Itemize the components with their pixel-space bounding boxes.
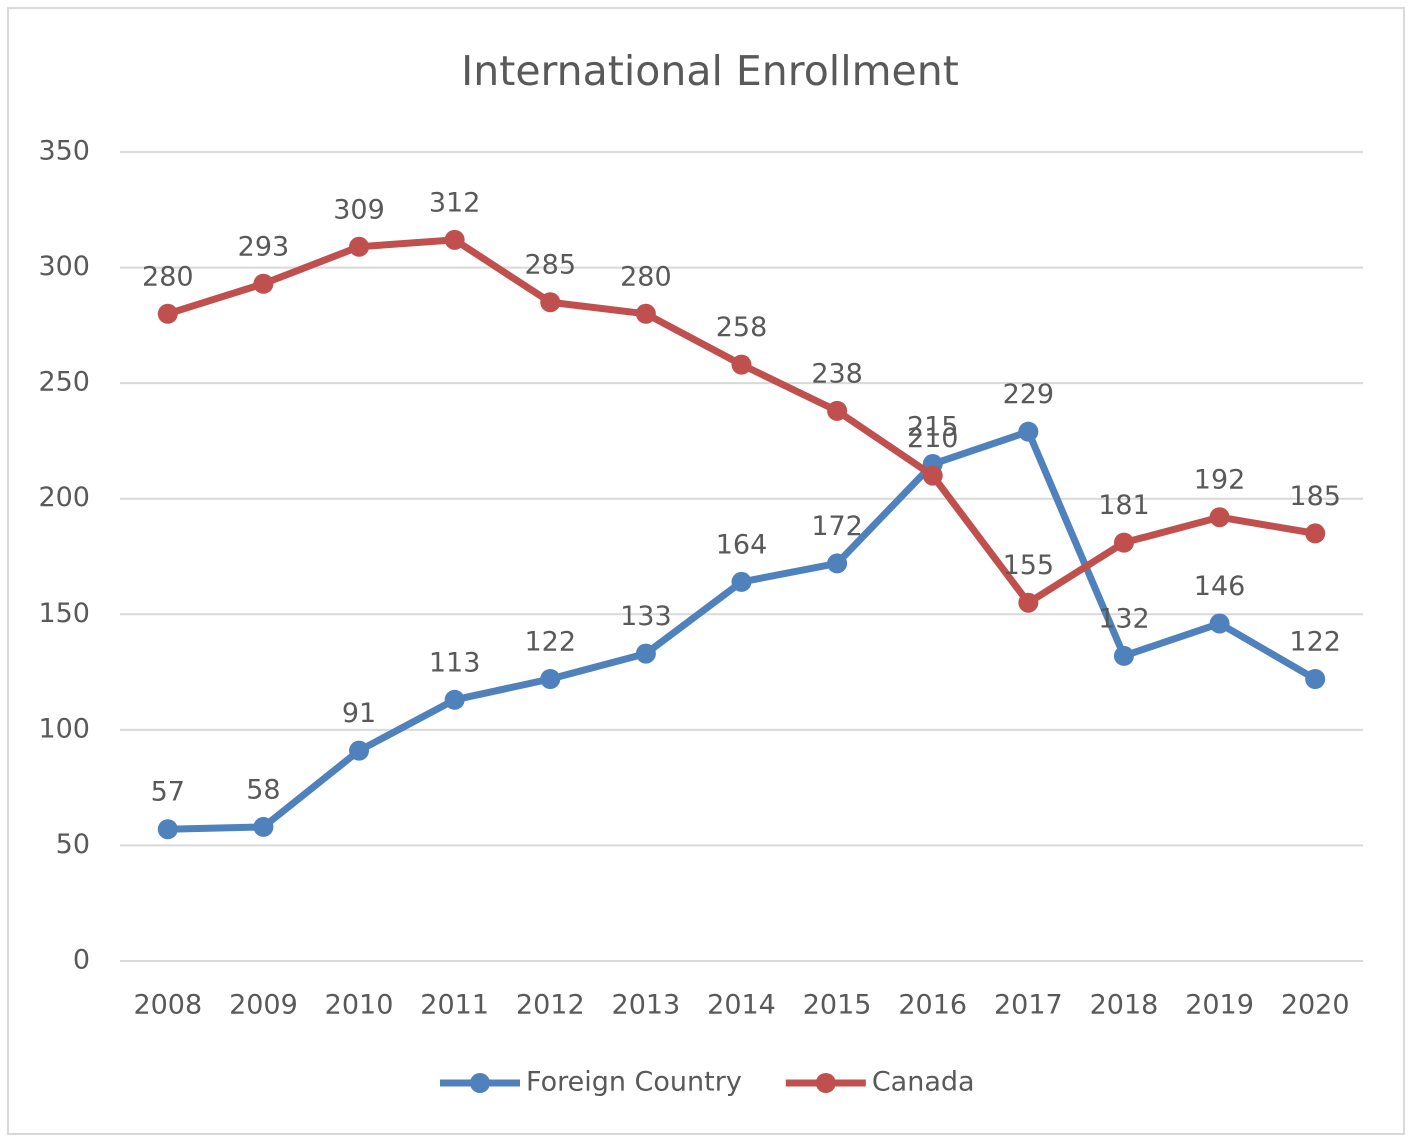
y-tick-label: 150 bbox=[38, 598, 90, 629]
data-label: 164 bbox=[716, 529, 768, 560]
legend-marker bbox=[470, 1073, 490, 1093]
point bbox=[922, 465, 943, 486]
data-label: 155 bbox=[1003, 550, 1055, 581]
data-label: 185 bbox=[1289, 481, 1341, 512]
data-label: 91 bbox=[342, 698, 376, 729]
legend-label: Foreign Country bbox=[526, 1067, 742, 1098]
y-tick-label: 250 bbox=[38, 367, 90, 398]
y-tick-label: 350 bbox=[38, 136, 90, 167]
data-label: 192 bbox=[1194, 465, 1246, 496]
x-tick-label: 2016 bbox=[898, 990, 967, 1021]
point bbox=[731, 354, 752, 375]
data-label: 172 bbox=[811, 511, 863, 542]
data-label: 122 bbox=[1289, 627, 1341, 658]
legend-marker bbox=[815, 1073, 836, 1093]
data-label: 210 bbox=[907, 423, 959, 454]
data-label: 57 bbox=[151, 777, 185, 808]
point bbox=[444, 229, 465, 250]
data-label: 285 bbox=[524, 250, 576, 281]
data-label: 258 bbox=[716, 312, 768, 343]
x-tick-label: 2009 bbox=[229, 990, 298, 1021]
point bbox=[349, 236, 370, 257]
x-tick-label: 2010 bbox=[325, 990, 394, 1021]
x-tick-label: 2019 bbox=[1185, 990, 1254, 1021]
point bbox=[349, 740, 370, 761]
point bbox=[540, 669, 561, 690]
point bbox=[1305, 523, 1326, 544]
point bbox=[827, 553, 848, 574]
point bbox=[540, 292, 561, 313]
x-tick-label: 2015 bbox=[803, 990, 872, 1021]
point bbox=[1113, 645, 1134, 666]
data-label: 146 bbox=[1194, 571, 1246, 602]
data-label: 280 bbox=[142, 261, 194, 292]
point bbox=[1209, 507, 1230, 528]
data-label: 293 bbox=[238, 231, 290, 262]
y-tick-label: 0 bbox=[73, 945, 90, 976]
data-label: 280 bbox=[620, 261, 672, 292]
point bbox=[1018, 421, 1039, 442]
x-tick-label: 2017 bbox=[994, 990, 1063, 1021]
point bbox=[253, 273, 274, 294]
x-tick-label: 2008 bbox=[133, 990, 202, 1021]
point bbox=[1209, 613, 1230, 634]
y-tick-label: 50 bbox=[56, 829, 90, 860]
data-label: 122 bbox=[524, 627, 576, 658]
data-label: 309 bbox=[333, 194, 385, 225]
point bbox=[731, 571, 752, 592]
point bbox=[253, 816, 274, 837]
y-tick-label: 200 bbox=[38, 482, 90, 513]
data-label: 132 bbox=[1098, 603, 1150, 634]
data-label: 229 bbox=[1003, 379, 1055, 410]
y-tick-label: 300 bbox=[38, 251, 90, 282]
y-tick-label: 100 bbox=[38, 713, 90, 744]
legend-label: Canada bbox=[872, 1067, 975, 1098]
data-label: 58 bbox=[246, 774, 280, 805]
point bbox=[1305, 669, 1326, 690]
chart-title: International Enrollment bbox=[461, 47, 959, 95]
x-tick-label: 2012 bbox=[516, 990, 585, 1021]
point bbox=[157, 303, 178, 324]
x-tick-label: 2011 bbox=[420, 990, 489, 1021]
x-tick-label: 2018 bbox=[1090, 990, 1159, 1021]
point bbox=[635, 643, 656, 664]
x-tick-label: 2013 bbox=[612, 990, 681, 1021]
data-label: 215 bbox=[907, 412, 959, 443]
data-label: 133 bbox=[620, 601, 672, 632]
x-tick-label: 2020 bbox=[1281, 990, 1350, 1021]
data-label: 181 bbox=[1098, 490, 1150, 521]
chart-border bbox=[7, 7, 1405, 1135]
point bbox=[157, 819, 178, 840]
data-label: 113 bbox=[429, 647, 481, 678]
data-label: 238 bbox=[811, 358, 863, 389]
point bbox=[1018, 592, 1039, 613]
point bbox=[444, 689, 465, 710]
point bbox=[827, 400, 848, 421]
data-label: 312 bbox=[429, 187, 481, 218]
point bbox=[1113, 532, 1134, 553]
point bbox=[635, 303, 656, 324]
x-tick-label: 2014 bbox=[707, 990, 776, 1021]
